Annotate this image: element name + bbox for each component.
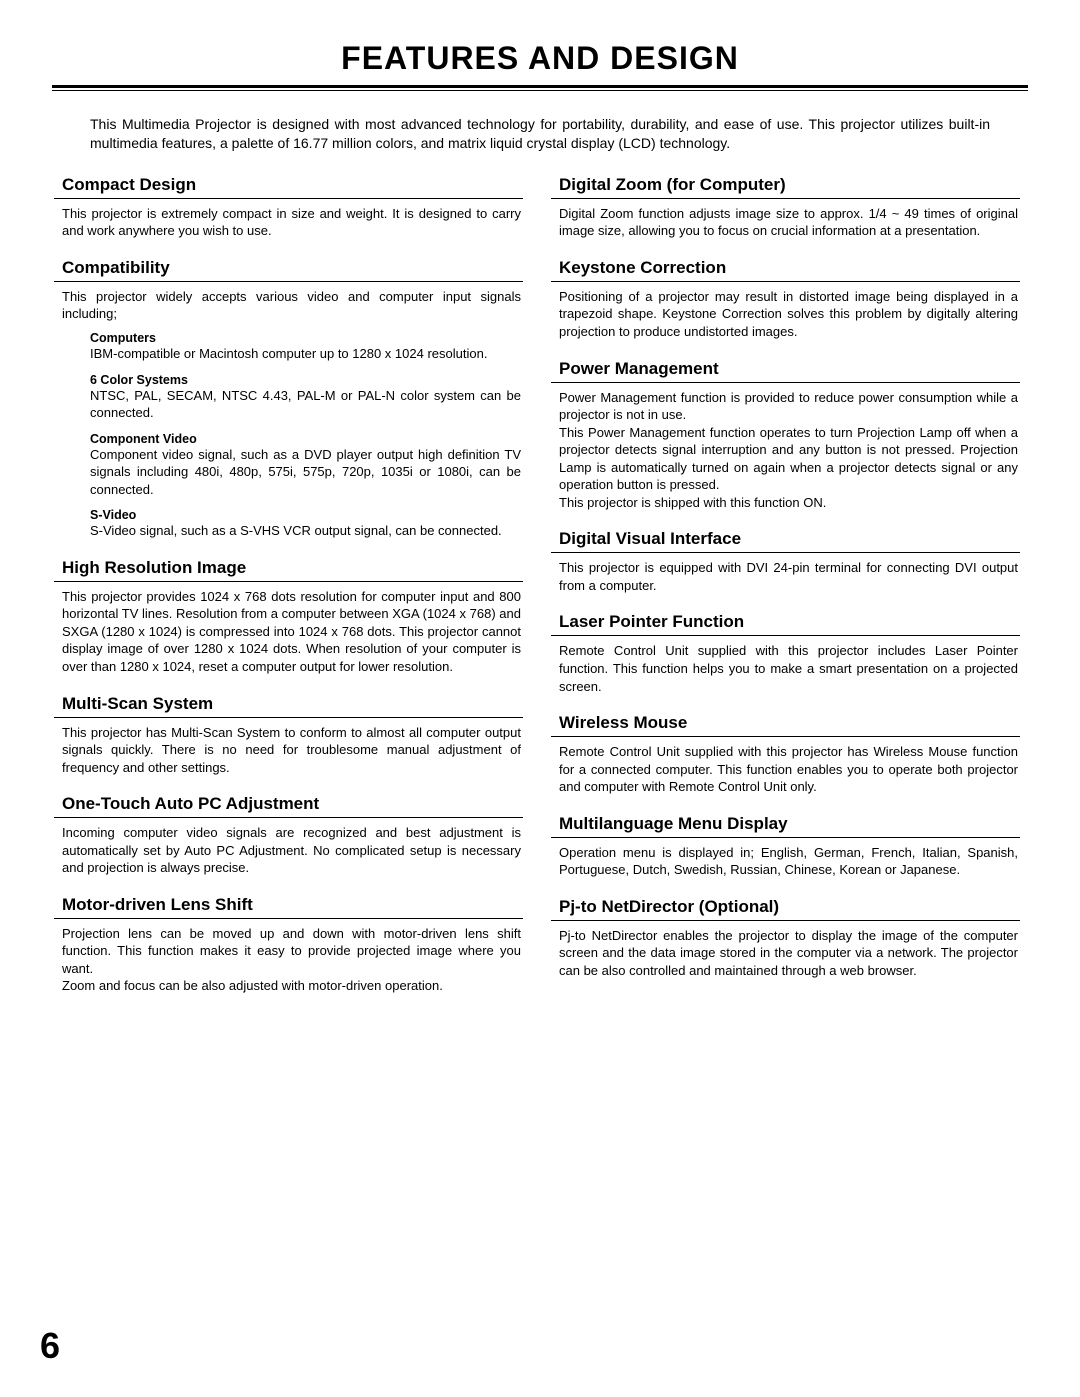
section: Pj-to NetDirector (Optional)Pj-to NetDir…	[559, 897, 1018, 980]
title-rule-thin	[52, 90, 1028, 91]
section-body: Projection lens can be moved up and down…	[62, 925, 521, 995]
section-heading: One-Touch Auto PC Adjustment	[54, 794, 523, 818]
columns: Compact DesignThis projector is extremel…	[62, 175, 1018, 1013]
section: Digital Zoom (for Computer)Digital Zoom …	[559, 175, 1018, 240]
section-body: This projector has Multi-Scan System to …	[62, 724, 521, 777]
section-body: Remote Control Unit supplied with this p…	[559, 642, 1018, 695]
section-body: Positioning of a projector may result in…	[559, 288, 1018, 341]
section: High Resolution ImageThis projector prov…	[62, 558, 521, 676]
sub-item: ComputersIBM-compatible or Macintosh com…	[90, 331, 521, 363]
section-body: This projector provides 1024 x 768 dots …	[62, 588, 521, 676]
section: Multi-Scan SystemThis projector has Mult…	[62, 694, 521, 777]
sub-item-body: NTSC, PAL, SECAM, NTSC 4.43, PAL-M or PA…	[90, 387, 521, 422]
sub-item: S-VideoS-Video signal, such as a S-VHS V…	[90, 508, 521, 540]
sub-item-body: Component video signal, such as a DVD pl…	[90, 446, 521, 499]
section: Wireless MouseRemote Control Unit suppli…	[559, 713, 1018, 796]
section-body: Pj-to NetDirector enables the projector …	[559, 927, 1018, 980]
sub-item: 6 Color SystemsNTSC, PAL, SECAM, NTSC 4.…	[90, 373, 521, 422]
sub-item-title: Computers	[90, 331, 521, 345]
sub-item-body: IBM-compatible or Macintosh computer up …	[90, 345, 521, 363]
section-heading: High Resolution Image	[54, 558, 523, 582]
sub-item-title: 6 Color Systems	[90, 373, 521, 387]
section-body: Incoming computer video signals are reco…	[62, 824, 521, 877]
section-heading: Pj-to NetDirector (Optional)	[551, 897, 1020, 921]
page-number: 6	[40, 1325, 60, 1367]
title-rule-thick	[52, 85, 1028, 88]
section-heading: Multilanguage Menu Display	[551, 814, 1020, 838]
section-heading: Laser Pointer Function	[551, 612, 1020, 636]
sub-item-title: Component Video	[90, 432, 521, 446]
sub-item-title: S-Video	[90, 508, 521, 522]
page-title: FEATURES AND DESIGN	[52, 40, 1028, 77]
section-heading: Wireless Mouse	[551, 713, 1020, 737]
column-right: Digital Zoom (for Computer)Digital Zoom …	[559, 175, 1018, 1013]
section-heading: Motor-driven Lens Shift	[54, 895, 523, 919]
column-left: Compact DesignThis projector is extremel…	[62, 175, 521, 1013]
sub-list: ComputersIBM-compatible or Macintosh com…	[90, 331, 521, 540]
section-heading: Power Management	[551, 359, 1020, 383]
page-title-wrap: FEATURES AND DESIGN	[52, 40, 1028, 77]
section: Motor-driven Lens ShiftProjection lens c…	[62, 895, 521, 995]
section: Power ManagementPower Management functio…	[559, 359, 1018, 512]
section: Digital Visual InterfaceThis projector i…	[559, 529, 1018, 594]
sub-item-body: S-Video signal, such as a S-VHS VCR outp…	[90, 522, 521, 540]
section-heading: Compact Design	[54, 175, 523, 199]
section-heading: Keystone Correction	[551, 258, 1020, 282]
section-heading: Digital Visual Interface	[551, 529, 1020, 553]
section-body: Operation menu is displayed in; English,…	[559, 844, 1018, 879]
section-body: Power Management function is provided to…	[559, 389, 1018, 512]
section-body: This projector is extremely compact in s…	[62, 205, 521, 240]
section: Multilanguage Menu DisplayOperation menu…	[559, 814, 1018, 879]
page: FEATURES AND DESIGN This Multimedia Proj…	[0, 0, 1080, 1397]
section-body: This projector widely accepts various vi…	[62, 288, 521, 323]
section: CompatibilityThis projector widely accep…	[62, 258, 521, 540]
section: Compact DesignThis projector is extremel…	[62, 175, 521, 240]
intro-paragraph: This Multimedia Projector is designed wi…	[90, 115, 990, 153]
section-heading: Digital Zoom (for Computer)	[551, 175, 1020, 199]
section-heading: Multi-Scan System	[54, 694, 523, 718]
section-heading: Compatibility	[54, 258, 523, 282]
sub-item: Component VideoComponent video signal, s…	[90, 432, 521, 499]
section: Keystone CorrectionPositioning of a proj…	[559, 258, 1018, 341]
section-body: Digital Zoom function adjusts image size…	[559, 205, 1018, 240]
section-body: This projector is equipped with DVI 24-p…	[559, 559, 1018, 594]
section-body: Remote Control Unit supplied with this p…	[559, 743, 1018, 796]
section: Laser Pointer FunctionRemote Control Uni…	[559, 612, 1018, 695]
section: One-Touch Auto PC AdjustmentIncoming com…	[62, 794, 521, 877]
